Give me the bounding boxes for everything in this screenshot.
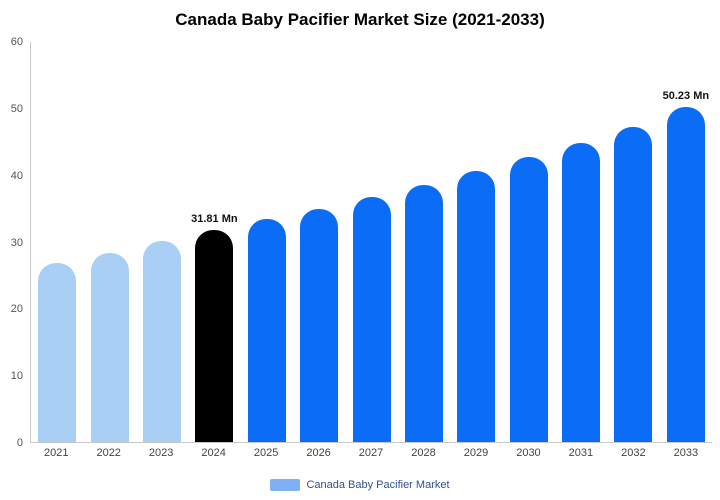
x-axis-label: 2032	[621, 447, 646, 459]
bar-column	[241, 42, 293, 442]
y-tick-label: 40	[10, 169, 23, 182]
bar-column	[450, 42, 502, 442]
bar-column	[83, 42, 135, 442]
bar-column	[398, 42, 450, 442]
bar-column	[503, 42, 555, 442]
bar-2026[interactable]	[300, 209, 339, 442]
y-tick-label: 30	[10, 236, 23, 249]
x-axis-label: 2029	[463, 447, 489, 459]
bar-column	[345, 42, 397, 442]
y-tick-label: 50	[10, 102, 23, 115]
bars-row: 31.81 Mn 50.23 Mn	[31, 42, 712, 442]
bar-2029[interactable]	[457, 171, 496, 442]
y-axis-labels: 0 10 20 30 40 50 60	[0, 36, 26, 449]
bar-column	[555, 42, 607, 442]
bar-2023[interactable]	[142, 241, 181, 442]
bar-2030[interactable]	[509, 157, 548, 442]
legend[interactable]: Canada Baby Pacifier Market	[0, 479, 720, 491]
x-axis-labels: 2021 2022 2023 2024 2025 2026 2027 2028 2029 2030…	[30, 447, 712, 459]
data-label: 31.81 Mn	[191, 212, 238, 225]
bar-2024[interactable]: 31.81 Mn	[191, 213, 238, 442]
x-axis-label: 2033	[673, 447, 699, 459]
x-axis-label: 2026	[306, 447, 331, 459]
plot-area: 31.81 Mn 50.23 Mn	[30, 42, 712, 443]
bar-2021[interactable]	[38, 262, 77, 442]
bar-2031[interactable]	[562, 143, 601, 442]
y-tick-label: 60	[10, 36, 23, 48]
bar-2033[interactable]: 50.23 Mn	[663, 90, 709, 442]
x-axis-label: 2030	[516, 447, 541, 459]
x-axis-label: 2027	[358, 447, 384, 459]
bar-2032[interactable]	[614, 126, 653, 442]
x-axis-label: 2031	[568, 447, 594, 459]
bar-column	[293, 42, 345, 442]
y-tick-label: 0	[16, 437, 23, 449]
legend-label: Canada Baby Pacifier Market	[306, 479, 450, 491]
bar-2027[interactable]	[352, 197, 391, 442]
bar-column	[136, 42, 188, 442]
y-tick-label: 20	[10, 303, 23, 316]
data-label: 50.23 Mn	[662, 90, 710, 103]
bar-column: 31.81 Mn	[188, 42, 240, 442]
bar-2028[interactable]	[404, 184, 443, 442]
bar-column: 50.23 Mn	[660, 42, 712, 442]
x-axis-label: 2022	[96, 447, 121, 459]
bar-column	[31, 42, 83, 442]
chart-title: Canada Baby Pacifier Market Size (2021-2…	[175, 10, 545, 29]
x-axis-label: 2028	[411, 447, 436, 459]
bar-2025[interactable]	[247, 218, 286, 442]
x-axis-label: 2021	[43, 447, 69, 459]
x-axis-label: 2024	[201, 447, 226, 459]
x-axis-label: 2025	[253, 447, 279, 459]
bar-column	[607, 42, 659, 442]
x-axis-label: 2023	[148, 447, 174, 459]
legend-swatch-icon	[270, 479, 301, 491]
bar-2022[interactable]	[90, 252, 129, 442]
y-tick-label: 10	[10, 370, 23, 383]
